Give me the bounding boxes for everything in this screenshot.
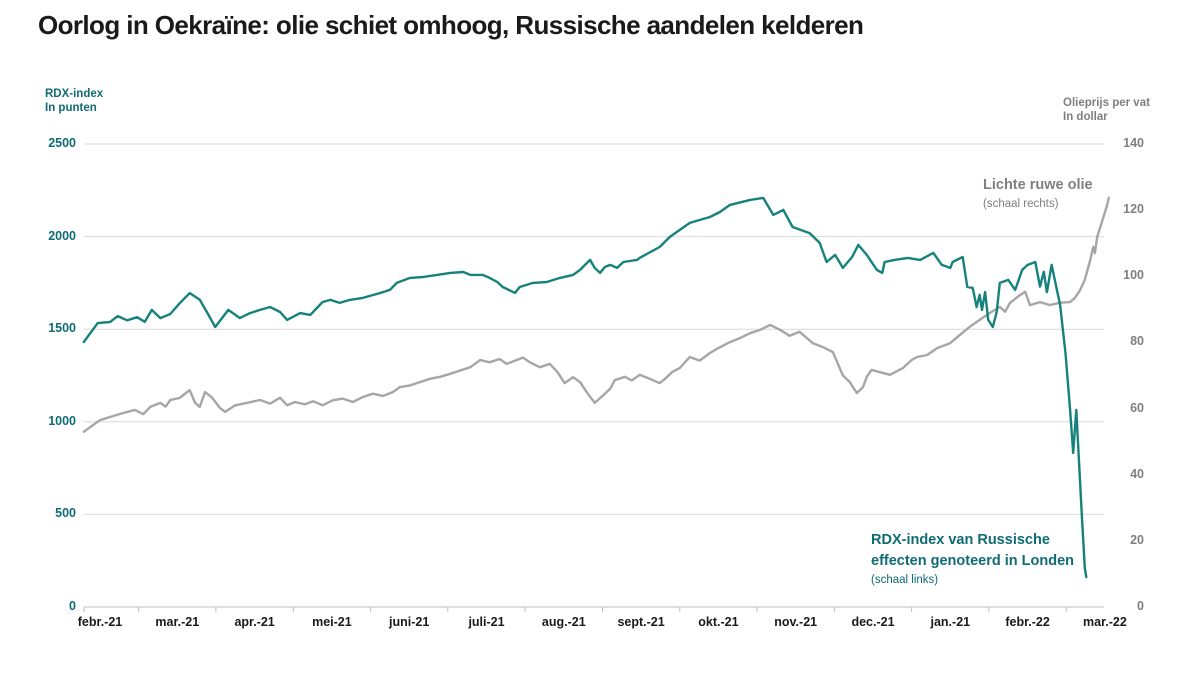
- x-axis-label: nov.-21: [774, 615, 818, 629]
- x-axis-label: juli-21: [468, 615, 505, 629]
- x-axis-label: mar.-21: [155, 615, 200, 629]
- oil-series-label: Lichte ruwe olie: [983, 177, 1093, 193]
- rdx-series-sublabel: (schaal links): [871, 574, 939, 586]
- left-axis-tick-label: 1500: [48, 321, 76, 336]
- left-axis-tick-label: 2500: [48, 136, 76, 150]
- rdx-series-annotation: RDX-index van Russische effecten genotee…: [871, 530, 1074, 588]
- right-axis-tick-label: 140: [1123, 136, 1144, 150]
- left-axis-title-line2: In punten: [45, 102, 97, 114]
- x-axis-label: juni-21: [389, 615, 430, 629]
- right-axis-tick-label: 40: [1130, 466, 1144, 481]
- left-axis-tick-label: 2000: [48, 228, 76, 243]
- right-axis-tick-label: 80: [1130, 334, 1144, 349]
- left-axis-tick-label: 1000: [48, 413, 76, 428]
- left-axis-tick-label: 0: [69, 599, 76, 613]
- rdx-line: [82, 196, 1088, 579]
- right-axis-title-line1: Olieprijs per vat: [1063, 97, 1150, 109]
- oil-series-sublabel: (schaal rechts): [983, 198, 1059, 210]
- x-axis-label: febr.-21: [77, 615, 123, 629]
- x-axis-label: sept.-21: [617, 615, 665, 629]
- x-axis-label: aug.-21: [541, 615, 586, 629]
- x-axis-label: jan.-21: [930, 615, 971, 629]
- chart-title: Oorlog in Oekraïne: olie schiet omhoog, …: [38, 10, 864, 40]
- rdx-series-label-line2: effecten genoteerd in Londen: [871, 553, 1075, 569]
- x-axis-label: apr.-21: [234, 615, 275, 629]
- oil-line: [82, 196, 1111, 433]
- left-axis-tick-label: 500: [55, 506, 76, 521]
- right-axis-title-line2: In dollar: [1063, 111, 1108, 123]
- right-axis-tick-label: 0: [1137, 599, 1144, 613]
- left-axis-title: RDX-index In punten: [45, 87, 103, 115]
- right-axis-tick-label: 20: [1130, 532, 1144, 547]
- right-axis-tick-label: 60: [1130, 400, 1144, 415]
- x-axis-label: okt.-21: [698, 615, 739, 629]
- left-axis-title-line1: RDX-index: [45, 88, 104, 100]
- oil-series-annotation: Lichte ruwe olie (schaal rechts): [983, 175, 1093, 212]
- x-axis-label: dec.-21: [851, 615, 895, 629]
- x-axis-label: mar.-22: [1083, 615, 1127, 629]
- rdx-series-label-line1: RDX-index van Russische: [871, 532, 1050, 548]
- right-axis-title: Olieprijs per vat In dollar: [1063, 96, 1150, 124]
- x-axis-label: febr.-22: [1005, 615, 1050, 629]
- right-axis-tick-label: 120: [1123, 202, 1144, 217]
- x-axis-label: mei-21: [312, 615, 352, 629]
- right-axis-tick-label: 100: [1123, 268, 1144, 283]
